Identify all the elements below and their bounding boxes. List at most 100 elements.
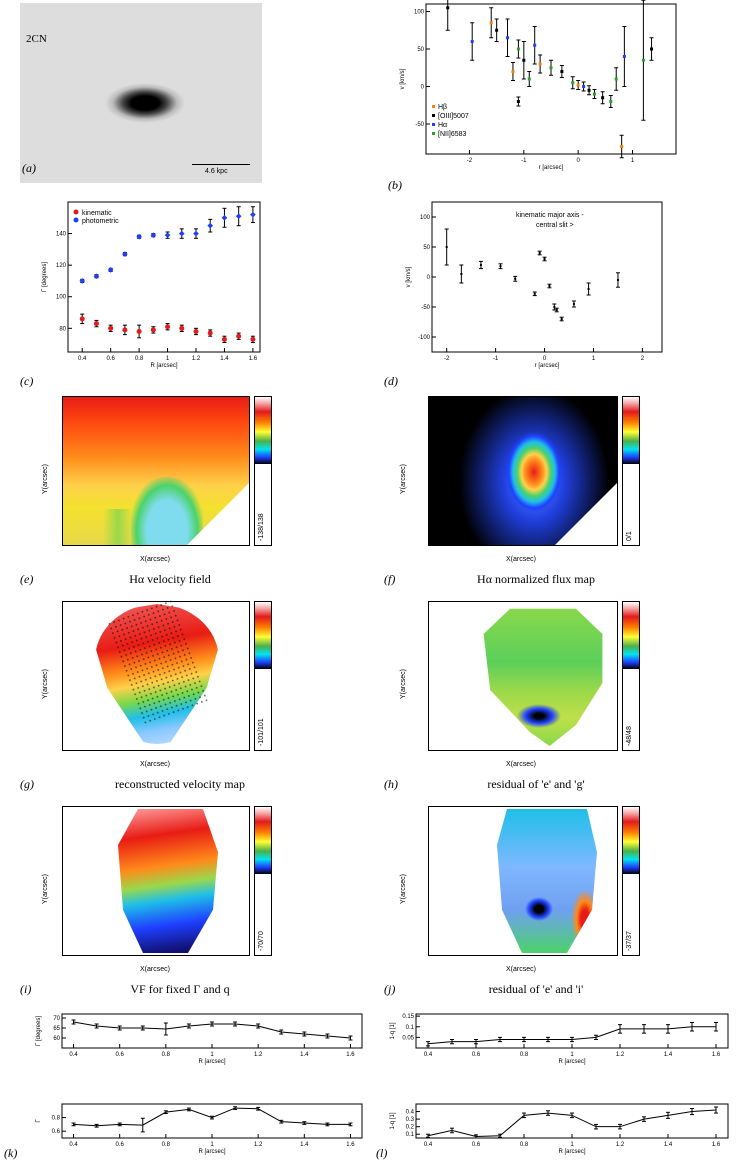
data-point (533, 43, 537, 47)
plot-frame (61, 1013, 363, 1049)
panel-label: (e) (20, 572, 34, 586)
y-label: Y(arcsec) (400, 669, 407, 699)
data-point (250, 336, 256, 342)
data-point (150, 327, 156, 333)
panel-i: -70/70 X(arcsec) Y(arcsec) (i) VF for fi… (20, 802, 280, 1002)
y-axis-label: v [km/s] (406, 266, 412, 287)
y-axis-label: 1-q [1] (390, 1112, 396, 1129)
velocity-map (62, 396, 250, 546)
x-label: X(arcsec) (506, 966, 536, 973)
x-tick-label: 1.6 (346, 1142, 355, 1148)
x-axis-label: r [arcsec] (539, 165, 564, 171)
x-tick-label: 1.6 (712, 1142, 721, 1148)
x-tick-label: 1.2 (254, 1052, 263, 1058)
chart-k: 0.4 0.6 0.8 1 1.2 1.4 1.6 60 65 70 R [arcsec] Γ [de… (36, 1013, 363, 1065)
x-tick-label: 1.4 (220, 356, 229, 362)
data-point (165, 324, 171, 330)
colorbar-h: -48/48 (622, 601, 640, 751)
data-point (527, 77, 531, 81)
data-point (221, 336, 227, 342)
panel-k: 0.4 0.6 0.8 1 1.2 1.4 1.6 60 65 70 R [arcsec] Γ [de… (0, 1008, 370, 1162)
y-tick-label: 0.8 (52, 1116, 61, 1122)
panel-label: (l) (376, 1146, 388, 1160)
x-tick-label: 0 (543, 356, 547, 362)
data-point (250, 211, 256, 218)
x-tick-label: 0.6 (106, 356, 115, 362)
data-point (178, 230, 185, 237)
data-point (614, 77, 618, 81)
y-tick-label: -100 (418, 335, 431, 341)
panel-a: 2CN 4.6 kpc (a) (20, 3, 262, 183)
legend-major-axis: kinematic major axis - (516, 212, 584, 219)
data-point (164, 232, 171, 238)
y-tick-label: 60 (53, 1036, 60, 1042)
data-point (499, 265, 502, 268)
panel-label: (h) (384, 777, 398, 791)
panel-g: -101/101 X(arcsec) Y(arcsec) (g) reconst… (20, 597, 280, 797)
x-axis-label: R [arcsec] (558, 1149, 585, 1155)
data-point (179, 325, 185, 331)
data-point (641, 58, 645, 62)
white-wedge (555, 483, 617, 545)
data-point (108, 325, 114, 331)
x-tick-label: -1 (521, 158, 527, 164)
data-point (650, 47, 654, 51)
data-point (582, 85, 586, 88)
x-tick-label: 0.4 (78, 356, 87, 362)
data-point (470, 40, 474, 43)
data-point (538, 62, 542, 66)
legend-central-slit: central slit > (536, 222, 574, 229)
data-point (207, 330, 213, 336)
x-label: X(arcsec) (140, 761, 170, 768)
data-point (460, 273, 463, 275)
series-line (427, 1026, 716, 1045)
data-point (543, 258, 546, 260)
y-label: Y(arcsec) (42, 874, 49, 904)
panel-title: residual of 'e' and 'g' (487, 777, 585, 791)
y-axis-label: Γ [degrees] (36, 1016, 42, 1046)
y-tick-label: 100 (420, 215, 431, 221)
legend-marker (73, 217, 79, 223)
x-tick-label: 0.8 (162, 1052, 171, 1058)
legend-marker (73, 209, 79, 215)
x-tick-label: 1.4 (664, 1052, 673, 1058)
y-tick-label: -50 (415, 122, 424, 128)
panel-label: (a) (22, 161, 36, 175)
y-tick-label: 0.15 (402, 1014, 414, 1020)
x-tick-label: 0.8 (520, 1052, 529, 1058)
panel-title: VF for fixed Γ and q (130, 982, 230, 996)
colorbar-e: -138/138 (254, 396, 272, 546)
x-label: X(arcsec) (506, 556, 536, 563)
panel-b: -2 -1 0 1 -50 0 50 100 r [arcsec] v [km/s] Hβ [OIII… (376, 0, 726, 195)
x-axis-label: r [arcsec] (535, 363, 560, 369)
x-tick-label: 1 (166, 356, 170, 362)
x-tick-label: 1.6 (249, 356, 258, 362)
x-tick-label: 1.2 (616, 1052, 625, 1058)
x-tick-label: 0 (577, 158, 581, 164)
data-point (576, 83, 580, 87)
data-point (207, 222, 214, 229)
data-point (506, 36, 510, 40)
flux-map (428, 396, 618, 546)
x-tick-label: 1 (210, 1142, 214, 1148)
x-tick-label: -2 (444, 356, 450, 362)
panel-label: (i) (20, 982, 32, 996)
residual-map-frame (428, 601, 618, 751)
y-axis-label: 1-q [1] (390, 1022, 396, 1039)
y-tick-label: -50 (421, 305, 430, 311)
legend-marker (432, 123, 435, 126)
legend-label: kinematic (82, 210, 112, 217)
chart-l2: 0.4 0.6 0.8 1 1.2 1.4 1.6 0.05 0.1 0.15 R [arcsec]… (390, 1013, 729, 1065)
data-point (560, 318, 563, 320)
y-tick-label: 100 (414, 10, 425, 16)
y-tick-label: 120 (56, 263, 67, 269)
data-point (516, 47, 520, 51)
panel-label: (b) (388, 178, 402, 192)
y-label: Y(arcsec) (42, 669, 49, 699)
legend-label: Hα (438, 122, 447, 129)
data-point (601, 96, 605, 100)
x-tick-label: -2 (467, 158, 473, 164)
panel-d: -2 -1 0 1 2 -100 -50 0 50 100 r [arcsec] v [km/s] k… (376, 198, 726, 390)
y-tick-label: 0 (421, 85, 425, 91)
y-tick-label: 140 (56, 232, 67, 238)
